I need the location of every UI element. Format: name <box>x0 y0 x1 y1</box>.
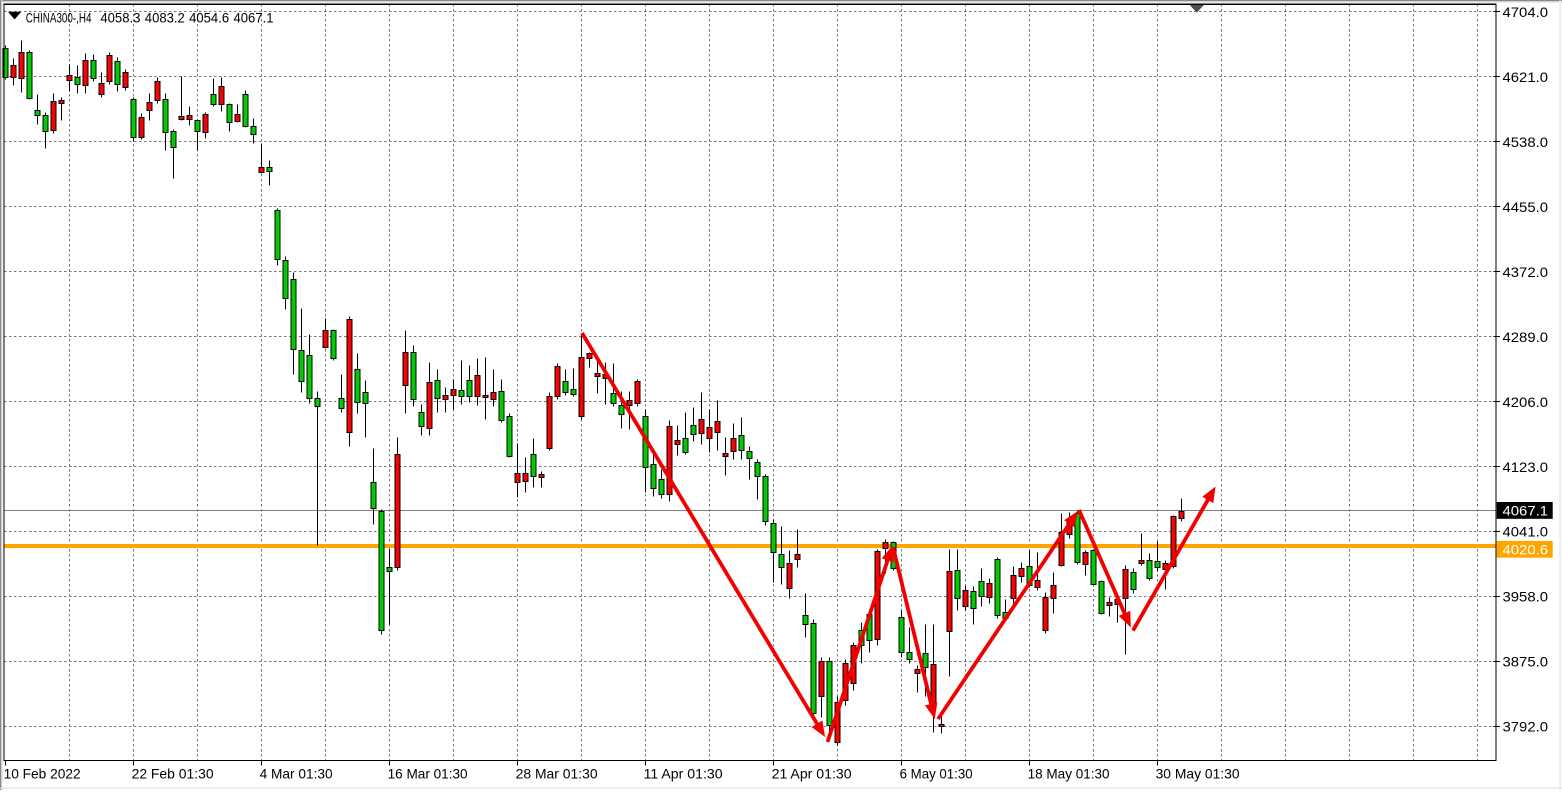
svg-text:16 Mar 01:30: 16 Mar 01:30 <box>388 766 468 782</box>
svg-text:4054.6: 4054.6 <box>189 9 229 25</box>
svg-text:4538.0: 4538.0 <box>1503 134 1549 150</box>
svg-text:4058.3: 4058.3 <box>100 9 140 25</box>
svg-text:4020.6: 4020.6 <box>1503 542 1549 558</box>
svg-text:4 Mar 01:30: 4 Mar 01:30 <box>260 766 333 782</box>
svg-text:4041.0: 4041.0 <box>1503 523 1549 539</box>
svg-text:4206.0: 4206.0 <box>1503 394 1549 410</box>
svg-text:4067.1: 4067.1 <box>234 9 274 25</box>
svg-text:4372.0: 4372.0 <box>1503 264 1549 280</box>
svg-text:28 Mar 01:30: 28 Mar 01:30 <box>516 766 598 782</box>
svg-text:10 Feb 2022: 10 Feb 2022 <box>4 766 81 782</box>
svg-text:6 May 01:30: 6 May 01:30 <box>900 766 973 782</box>
svg-text:22 Feb 01:30: 22 Feb 01:30 <box>132 766 214 782</box>
svg-text:21 Apr 01:30: 21 Apr 01:30 <box>772 766 852 782</box>
svg-text:11 Apr 01:30: 11 Apr 01:30 <box>644 766 723 782</box>
svg-text:3792.0: 3792.0 <box>1503 719 1549 735</box>
svg-text:4083.2: 4083.2 <box>145 9 185 25</box>
svg-text:4289.0: 4289.0 <box>1503 329 1549 345</box>
svg-text:4067.1: 4067.1 <box>1503 503 1549 519</box>
svg-text:4123.0: 4123.0 <box>1503 459 1549 475</box>
svg-text:4704.0: 4704.0 <box>1503 4 1549 20</box>
svg-text:4621.0: 4621.0 <box>1503 69 1549 85</box>
svg-text:18 May 01:30: 18 May 01:30 <box>1028 766 1110 782</box>
svg-text:3958.0: 3958.0 <box>1503 588 1549 604</box>
svg-text:30 May 01:30: 30 May 01:30 <box>1156 766 1240 782</box>
svg-text:3875.0: 3875.0 <box>1503 654 1549 670</box>
svg-text:CHINA300-,H4: CHINA300-,H4 <box>26 9 92 25</box>
svg-text:4455.0: 4455.0 <box>1503 199 1549 215</box>
